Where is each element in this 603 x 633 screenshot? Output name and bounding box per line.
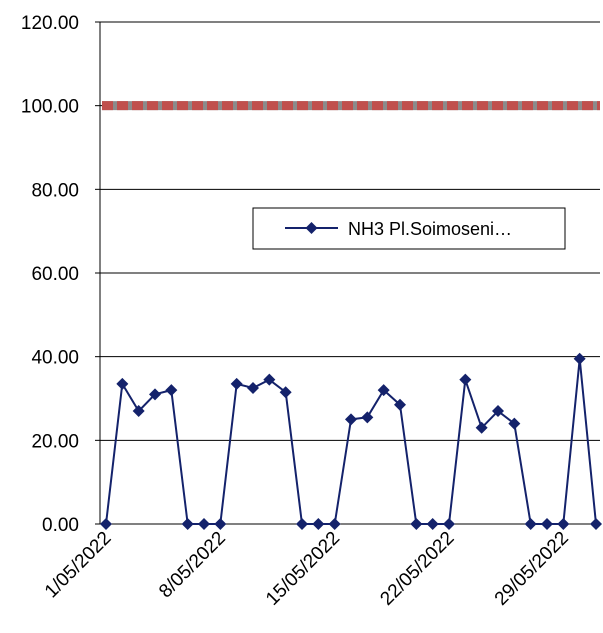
- axes: [95, 21, 600, 529]
- y-tick-label: 80.00: [31, 180, 79, 201]
- y-tick-label: 100.00: [21, 97, 79, 118]
- data-point: [475, 421, 488, 434]
- data-point: [492, 405, 504, 418]
- data-point: [508, 417, 521, 430]
- x-tick-label: 22/05/2022: [376, 528, 458, 610]
- data-point: [557, 518, 570, 530]
- data-point: [377, 384, 390, 397]
- data-point: [328, 518, 341, 530]
- data-point: [573, 352, 586, 365]
- data-point: [279, 386, 292, 399]
- legend: NH3 Pl.Soimoseni…: [252, 207, 566, 250]
- data-point: [361, 411, 374, 424]
- data-point: [198, 518, 210, 530]
- data-point: [181, 518, 194, 530]
- series-line: [100, 352, 602, 530]
- y-tick-label: 120.00: [21, 13, 79, 34]
- y-tick-label: 40.00: [31, 348, 79, 369]
- y-axis-tick-labels: 0.00 20.00 40.00 60.00 80.00 100.00 120.00: [21, 13, 79, 536]
- x-tick-label: 1/05/2022: [41, 528, 116, 603]
- data-point: [345, 413, 357, 426]
- data-point: [214, 518, 227, 530]
- data-point: [426, 518, 439, 530]
- series-polyline: [105, 358, 597, 525]
- data-point: [541, 518, 553, 530]
- data-point: [230, 377, 243, 390]
- data-point: [100, 518, 112, 530]
- data-point: [443, 518, 455, 530]
- data-point: [116, 377, 129, 390]
- data-point: [263, 373, 276, 386]
- y-tick-label: 60.00: [31, 264, 79, 285]
- data-point: [149, 388, 161, 401]
- data-point: [165, 384, 178, 397]
- y-tick-label: 0.00: [42, 515, 79, 536]
- data-point: [590, 518, 602, 530]
- legend-marker-sample: [305, 222, 318, 234]
- y-tick-label: 20.00: [31, 431, 79, 452]
- data-point: [247, 382, 259, 395]
- data-point: [296, 518, 308, 530]
- data-point: [132, 405, 145, 418]
- data-point: [312, 518, 325, 530]
- data-point: [524, 518, 537, 530]
- data-point: [394, 398, 406, 411]
- x-tick-label: 29/05/2022: [491, 528, 573, 610]
- x-tick-label: 8/05/2022: [155, 528, 230, 603]
- legend-label: NH3 Pl.Soimoseni…: [348, 219, 512, 239]
- data-point: [459, 373, 472, 386]
- data-point: [410, 518, 423, 530]
- x-tick-label: 15/05/2022: [262, 528, 344, 610]
- x-axis-tick-labels: 1/05/2022 8/05/2022 15/05/2022 22/05/2022 29…: [41, 528, 573, 610]
